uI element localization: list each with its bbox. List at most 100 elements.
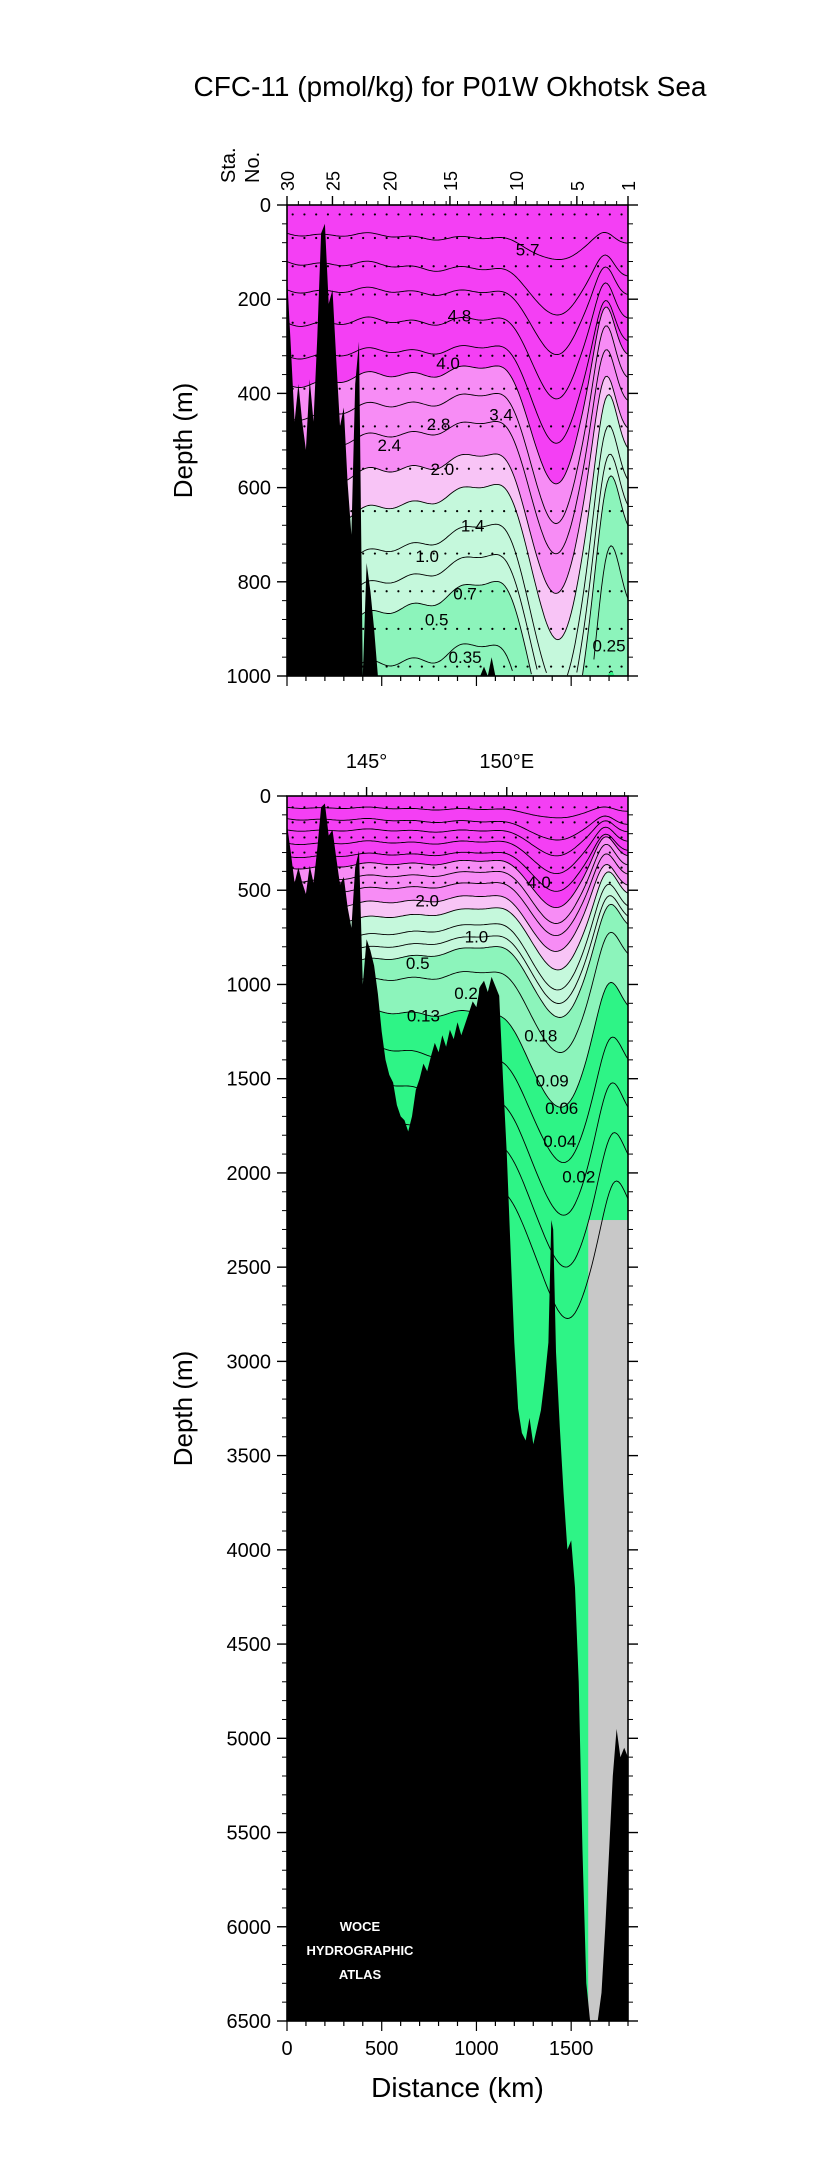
sample-dot [338,866,341,869]
sample-dot [385,425,388,428]
y-tick-label: 500 [238,880,271,902]
sample-dot [596,265,600,268]
sample-dot [549,881,553,884]
contour-label: 0.7 [453,585,477,604]
contour-line-3 [287,826,628,875]
sample-dot [585,836,588,839]
sample-dot [514,552,517,555]
sample-dot [596,836,600,839]
sample-dot [456,387,459,390]
sample-dot [350,806,353,809]
section-body [287,796,628,2021]
sample-dot [315,236,318,240]
sample-dot [385,236,388,240]
lon-tick-label: 150°E [479,751,534,773]
sample-dot [397,665,400,668]
sample-dot [503,627,506,631]
sample-dot [538,510,541,513]
sample-dot [561,881,564,884]
sample-dot [503,387,506,390]
contour-line-1 [287,815,628,841]
sample-dot [397,213,400,216]
contour-label: 0.02 [562,1168,595,1187]
y-tick-label: 1000 [227,666,272,688]
sample-dot [362,213,365,216]
x-tick-label: 1500 [549,2038,594,2060]
contour-label: 2.0 [415,892,439,911]
sample-dot [503,851,506,854]
contour-label: 0.5 [406,954,430,973]
sample-dot [549,590,553,593]
sample-dot [432,236,435,240]
sample-dot [385,665,388,668]
sample-dot [315,851,318,854]
lower-panel: 4.0 2.0 1.0 0.5 0.25 0.13 0.18 0.09 0.06 0.04 0.02… [168,751,638,2103]
sample-dot [585,510,588,513]
sample-dot [456,627,459,631]
sample-dot [526,354,529,357]
sample-dot [608,851,611,854]
station-tick-label: 30 [278,171,298,191]
sample-dot [561,387,564,390]
sample-dot [432,510,435,513]
sample-dot [373,213,377,216]
sample-dot [409,293,412,296]
sample-dot [456,510,459,513]
sample-dot [479,552,482,555]
sample-dot [385,354,388,357]
contour-label: 1.0 [465,927,489,946]
sample-dot [620,293,623,296]
sample-dot [596,590,600,593]
sample-dot [373,881,377,884]
sample-dot [549,213,553,216]
y-tick-label: 2000 [227,1163,272,1185]
sample-dot [420,866,423,869]
sample-dot [385,866,388,869]
sample-dot [338,236,341,240]
sample-dot [373,510,377,513]
sample-dot [491,293,494,296]
y-tick-label: 5500 [227,1823,272,1845]
sample-dot [479,467,482,470]
x-tick-label: 1000 [454,2038,499,2060]
sample-dot [409,265,412,268]
sample-dot [585,866,588,869]
sample-dot [549,665,553,668]
sample-dot [397,236,400,240]
sample-dot [585,552,588,555]
sample-dot [549,236,553,240]
sample-dot [291,236,294,240]
sample-dot [315,836,318,839]
sample-dot [350,236,353,240]
sample-dot [432,851,435,854]
sample-dot [467,510,470,513]
contour-label: 0.13 [407,1007,440,1026]
sample-dot [608,510,611,513]
sample-dot [362,627,365,631]
sample-dot [409,806,412,809]
sample-dot [573,836,576,839]
sample-dot [479,213,482,216]
contour-label: 2.0 [431,460,455,479]
logo-line-3: ATLAS [339,1967,382,1982]
sample-dot [303,881,306,884]
lon-tick-label: 145° [346,751,387,773]
sample-dot [326,806,330,809]
sample-dot [397,836,400,839]
sample-dot [456,590,459,593]
sample-dot [538,425,541,428]
sample-dot [444,510,447,513]
sample-dot [526,321,529,324]
sample-dot [538,467,541,470]
sample-dot [596,821,600,824]
sample-dot [303,321,306,324]
sample-dot [561,590,564,593]
sample-dot [444,213,447,216]
sample-dot [479,836,482,839]
sample-dot [549,821,553,824]
sample-dot [549,467,553,470]
sample-dot [397,265,400,268]
sample-dot [409,821,412,824]
sample-dot [561,425,564,428]
sample-dot [444,265,447,268]
